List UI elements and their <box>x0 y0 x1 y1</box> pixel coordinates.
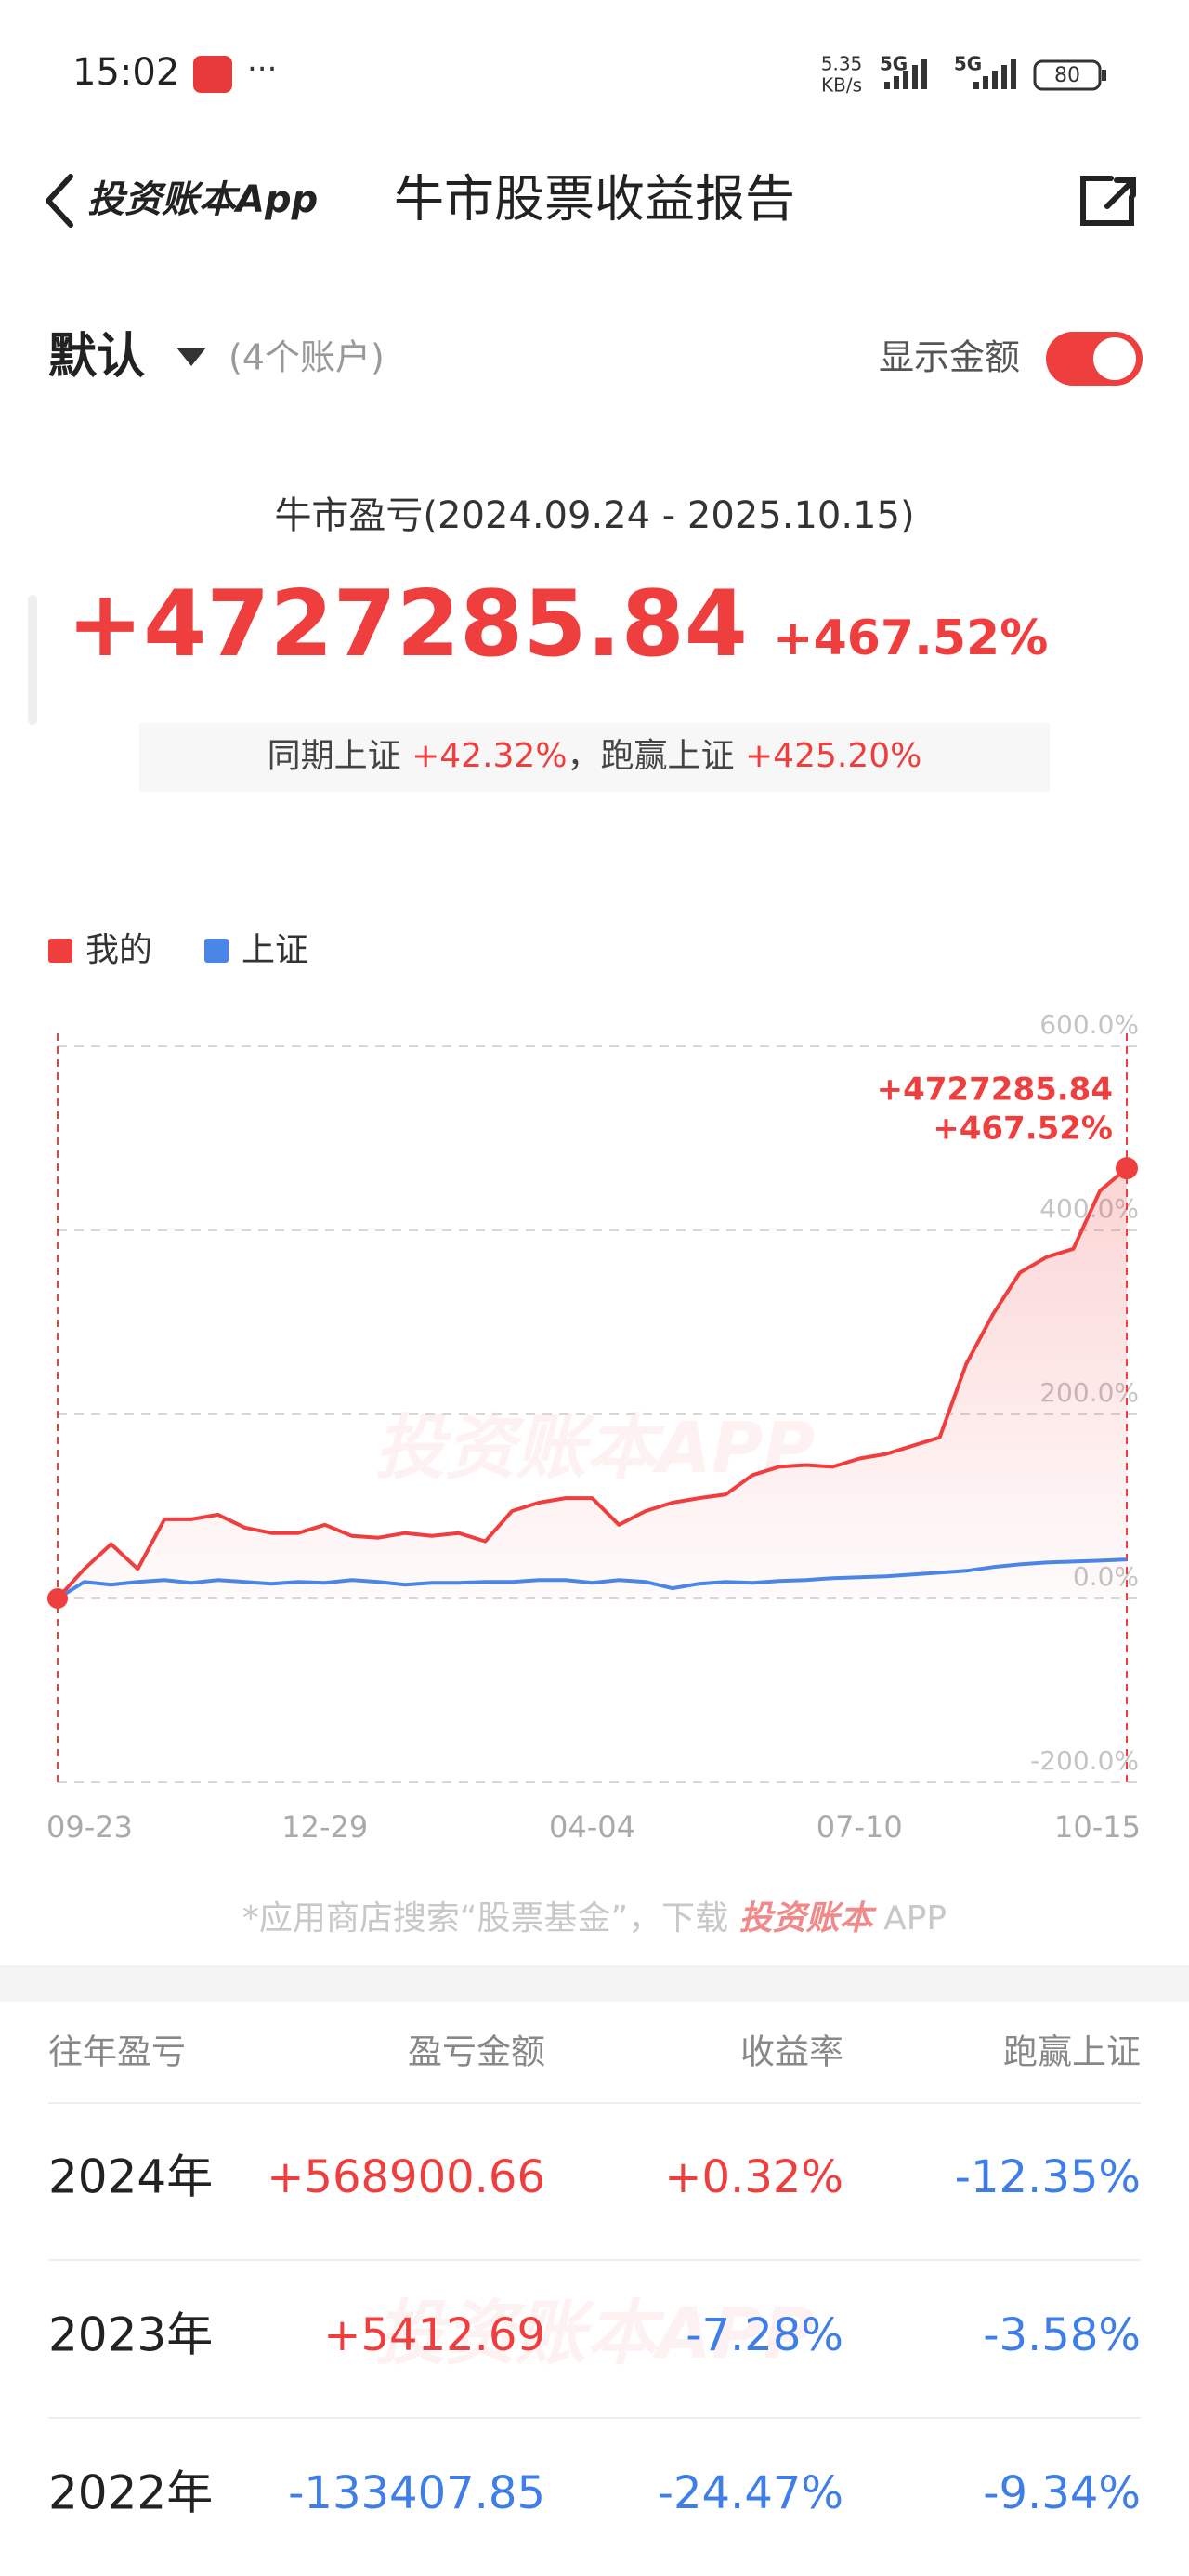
year-cell: 2023年 <box>48 2308 213 2362</box>
y-tick-label: 600.0% <box>1039 1009 1139 1040</box>
top-card <box>0 0 1189 1965</box>
end-point <box>1116 1157 1138 1180</box>
table-card <box>0 2002 1189 2576</box>
account-count: (4个账户) <box>229 337 385 378</box>
value-cell: -24.47% <box>658 2467 843 2519</box>
toggle-knob <box>1093 337 1136 380</box>
legend-swatch <box>204 939 229 963</box>
footer-suffix: APP <box>883 1899 947 1938</box>
x-tick-label: 09-23 <box>46 1809 133 1845</box>
footer-note: *应用商店搜索“股票基金”，下载 投资账本 APP <box>242 1899 947 1938</box>
page-title: 牛市股票收益报告 <box>394 170 795 229</box>
value-cell: -9.34% <box>983 2467 1141 2519</box>
net-speed-unit: KB/s <box>821 74 862 97</box>
network-type: 5G <box>954 53 982 75</box>
battery <box>1033 59 1102 91</box>
value-cell: -7.28% <box>686 2309 843 2361</box>
net-speed: 5.35 <box>821 53 863 75</box>
compare-value: +425.20% <box>745 737 921 775</box>
summary-label: 牛市盈亏(2024.09.24 - 2025.10.15) <box>274 494 914 537</box>
column-header: 收益率 <box>740 2032 843 2072</box>
value-cell: -3.58% <box>983 2309 1141 2361</box>
x-tick-label: 04-04 <box>549 1809 635 1845</box>
legend-label: 我的 <box>85 931 152 969</box>
table: 往年盈亏 盈亏金额 收益率 跑赢上证 2024年 +568900.66 +0.32% -12.… <box>48 2032 1141 2520</box>
status-time: 15:02 <box>72 51 179 94</box>
battery-tip <box>1102 70 1106 81</box>
brand-name: 投资账本App <box>87 178 318 221</box>
more-dots: ··· <box>247 51 277 88</box>
end-annotation: +4727285.84 <box>877 1071 1113 1109</box>
summary-amount: +4727285.84 <box>67 572 748 677</box>
column-header: 盈亏金额 <box>408 2032 545 2072</box>
x-tick-label: 10-15 <box>1054 1809 1141 1845</box>
compare-label: 同期上证 <box>268 737 401 775</box>
chart: 我的上证-200.0%0.0%200.0%400.0%600.0%09-2312… <box>46 931 1141 1845</box>
line <box>56 1166 1129 1600</box>
area <box>58 1168 1127 1598</box>
value-cell: -133407.85 <box>288 2467 545 2519</box>
value-cell: +0.32% <box>664 2151 843 2203</box>
dropdown-arrow[interactable] <box>176 348 206 366</box>
toggle-label: 显示金额 <box>879 337 1020 378</box>
side-indicator <box>28 595 37 725</box>
separator: ， <box>568 737 601 775</box>
footer-brand: 投资账本 <box>739 1899 878 1938</box>
signal-2 <box>973 59 1016 89</box>
end-annotation: +467.52% <box>933 1111 1113 1148</box>
value-cell: -12.35% <box>955 2151 1141 2203</box>
back-button[interactable] <box>46 174 73 228</box>
signal-1 <box>884 59 927 89</box>
column-header: 往年盈亏 <box>48 2032 186 2072</box>
legend-swatch <box>48 939 72 963</box>
column-header: 跑赢上证 <box>1003 2032 1141 2072</box>
compare-value: +42.32% <box>412 737 567 775</box>
value-cell: +568900.66 <box>267 2151 545 2203</box>
share-button[interactable] <box>1080 176 1136 226</box>
legend-label: 上证 <box>242 931 308 969</box>
start-point <box>47 1588 68 1609</box>
watermark: 投资账本APP <box>374 2292 815 2374</box>
summary-rate: +467.52% <box>773 611 1048 666</box>
x-tick-label: 07-10 <box>817 1809 903 1845</box>
year-cell: 2022年 <box>48 2466 213 2520</box>
watermark: 投资账本APP <box>374 1406 815 1489</box>
compare-band <box>139 723 1050 792</box>
footer-text: *应用商店搜索“股票基金”，下载 <box>242 1899 728 1938</box>
x-tick-label: 12-29 <box>281 1809 368 1845</box>
account-name[interactable]: 默认 <box>48 329 145 385</box>
y-tick-label: -200.0% <box>1030 1745 1139 1776</box>
battery-level: 80 <box>1054 64 1080 87</box>
compare-text: 同期上证 +42.32%，跑赢上证 +425.20% <box>268 737 922 775</box>
app-icon <box>193 56 232 93</box>
compare-label: 跑赢上证 <box>601 737 735 775</box>
line <box>56 1557 1128 1600</box>
year-cell: 2024年 <box>48 2150 213 2204</box>
value-cell: +5412.69 <box>323 2309 545 2361</box>
